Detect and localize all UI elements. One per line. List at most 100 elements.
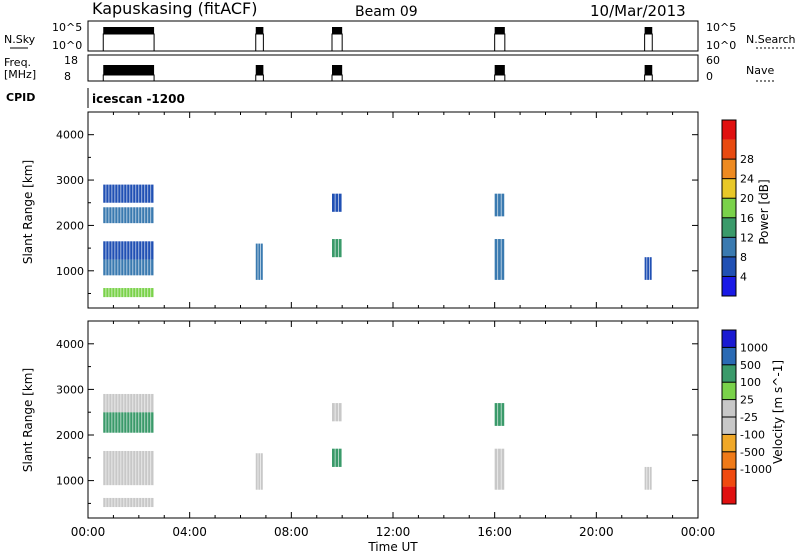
power-cell-3-12 bbox=[139, 207, 142, 224]
power-cell-0-2 bbox=[109, 288, 112, 298]
nave-trace-1 bbox=[255, 74, 264, 82]
power-ytick-label-3: 4000 bbox=[56, 129, 84, 142]
nave-trace-2 bbox=[331, 74, 343, 82]
velocity-ytick-label-3: 4000 bbox=[56, 338, 84, 351]
power-cell-4-14 bbox=[145, 184, 148, 203]
velocity-cell-3-10 bbox=[133, 393, 136, 413]
x-axis-label: Time UT bbox=[367, 540, 418, 554]
velocity-cell-3-1 bbox=[106, 393, 109, 413]
power-cell-1-9 bbox=[130, 259, 133, 276]
date-title: 10/Mar/2013 bbox=[590, 2, 686, 20]
power-cell-1-8 bbox=[127, 259, 130, 276]
power-cell-1-4 bbox=[115, 259, 118, 276]
power-cell-1-1 bbox=[106, 259, 109, 276]
x-ticklabel-2: 08:00 bbox=[274, 525, 309, 539]
velocity-cell-3-16 bbox=[151, 393, 154, 413]
velocity-cell-1-2 bbox=[109, 450, 112, 486]
velocity-cell-1-1 bbox=[106, 450, 109, 486]
power-cell-0-8 bbox=[127, 288, 130, 298]
power-cell-1-0 bbox=[103, 259, 106, 276]
x-ticklabel-6: 00:00 bbox=[681, 525, 716, 539]
power-cell-3-4 bbox=[115, 207, 118, 224]
power-colorbar-label: Power [dB] bbox=[757, 179, 771, 244]
power-cell-4-11 bbox=[136, 184, 139, 203]
nave-trace-0 bbox=[102, 74, 155, 82]
velocity-cell-2-4 bbox=[115, 412, 118, 433]
power-cell-0-15 bbox=[148, 288, 151, 298]
nsky-trace-2 bbox=[332, 27, 343, 34]
velocity-cell-1-12 bbox=[139, 450, 142, 486]
velocity-colorbar-ticklabel-3: 25 bbox=[740, 394, 754, 407]
nsearch-trace-4 bbox=[644, 33, 653, 52]
velocity-cell-0-16 bbox=[151, 497, 154, 508]
nsearch-trace-1 bbox=[255, 33, 264, 52]
power-cell-5-2 bbox=[260, 243, 263, 280]
velocity-cell-2-1 bbox=[106, 412, 109, 433]
x-ticklabel-1: 04:00 bbox=[172, 525, 207, 539]
power-cell-2-2 bbox=[109, 241, 112, 260]
power-cell-3-6 bbox=[121, 207, 124, 224]
velocity-ylabel: Slant Range [km] bbox=[21, 368, 35, 472]
power-cell-2-6 bbox=[121, 241, 124, 260]
velocity-colorbar-ticklabel-6: -500 bbox=[740, 446, 765, 459]
freq-trace-0 bbox=[103, 65, 155, 75]
power-cell-4-10 bbox=[133, 184, 136, 203]
velocity-colorbar-ticklabel-1: 500 bbox=[740, 359, 761, 372]
power-cell-8-0 bbox=[494, 239, 498, 280]
power-cell-0-14 bbox=[145, 288, 148, 298]
power-ylabel: Slant Range [km] bbox=[21, 160, 35, 264]
velocity-cell-4-0 bbox=[255, 453, 258, 490]
velocity-panel: 1000 2000 3000 4000 Slant Range [km] bbox=[21, 320, 699, 519]
velocity-cell-6-2 bbox=[338, 403, 342, 422]
velocity-cell-1-5 bbox=[118, 450, 121, 486]
power-panel: 1000 2000 3000 4000 Slant Range [km] bbox=[21, 111, 699, 309]
power-colorbar-frame bbox=[721, 119, 737, 297]
velocity-colorbar-segment-8 bbox=[722, 469, 736, 487]
power-cell-0-6 bbox=[121, 288, 124, 298]
velocity-cell-1-13 bbox=[142, 450, 145, 486]
velocity-cell-0-11 bbox=[136, 497, 139, 508]
power-cell-4-0 bbox=[103, 184, 106, 203]
nsky-trace-1 bbox=[255, 27, 264, 34]
freq-label: Freq. bbox=[4, 56, 31, 69]
velocity-colorbar-segment-7 bbox=[722, 451, 736, 470]
velocity-cell-0-0 bbox=[103, 497, 106, 508]
velocity-cell-8-2 bbox=[501, 403, 505, 426]
velocity-cell-3-4 bbox=[115, 393, 118, 413]
velocity-cell-3-6 bbox=[121, 393, 124, 413]
velocity-cell-2-9 bbox=[130, 412, 133, 433]
power-xticks bbox=[87, 112, 699, 308]
cpid-label: CPID bbox=[6, 91, 35, 104]
power-cell-4-3 bbox=[112, 184, 115, 203]
power-cell-1-3 bbox=[112, 259, 115, 276]
power-frame bbox=[87, 111, 699, 309]
power-cell-1-14 bbox=[145, 259, 148, 276]
velocity-cell-0-7 bbox=[124, 497, 127, 508]
velocity-cell-0-8 bbox=[127, 497, 130, 508]
velocity-cell-2-13 bbox=[142, 412, 145, 433]
power-cell-5-1 bbox=[258, 243, 261, 280]
velocity-cell-3-12 bbox=[139, 393, 142, 413]
velocity-cell-4-1 bbox=[258, 453, 261, 490]
power-cell-2-13 bbox=[142, 241, 145, 260]
power-cell-6-1 bbox=[335, 239, 339, 258]
velocity-cell-2-16 bbox=[151, 412, 154, 433]
power-cell-4-12 bbox=[139, 184, 142, 203]
power-cell-0-10 bbox=[133, 288, 136, 298]
power-cell-1-6 bbox=[121, 259, 124, 276]
power-cell-4-6 bbox=[121, 184, 124, 203]
velocity-colorbar-segment-0 bbox=[722, 330, 736, 348]
power-ytick-label-1: 2000 bbox=[56, 219, 84, 232]
velocity-yticks: 1000 2000 3000 4000 bbox=[56, 320, 698, 504]
x-ticklabels: 00:00 04:00 08:00 12:00 16:00 20:00 00:00 bbox=[71, 525, 716, 539]
velocity-cell-1-3 bbox=[112, 450, 115, 486]
velocity-cell-2-15 bbox=[148, 412, 151, 433]
power-cell-10-2 bbox=[649, 257, 652, 280]
velocity-cell-3-11 bbox=[136, 393, 139, 413]
velocity-colorbar-segment-4 bbox=[722, 399, 736, 417]
nsky-trace-0 bbox=[103, 27, 155, 34]
velocity-cell-0-9 bbox=[130, 497, 133, 508]
power-cell-1-16 bbox=[151, 259, 154, 276]
power-cell-3-5 bbox=[118, 207, 121, 224]
freq-panel-frame bbox=[87, 54, 699, 82]
